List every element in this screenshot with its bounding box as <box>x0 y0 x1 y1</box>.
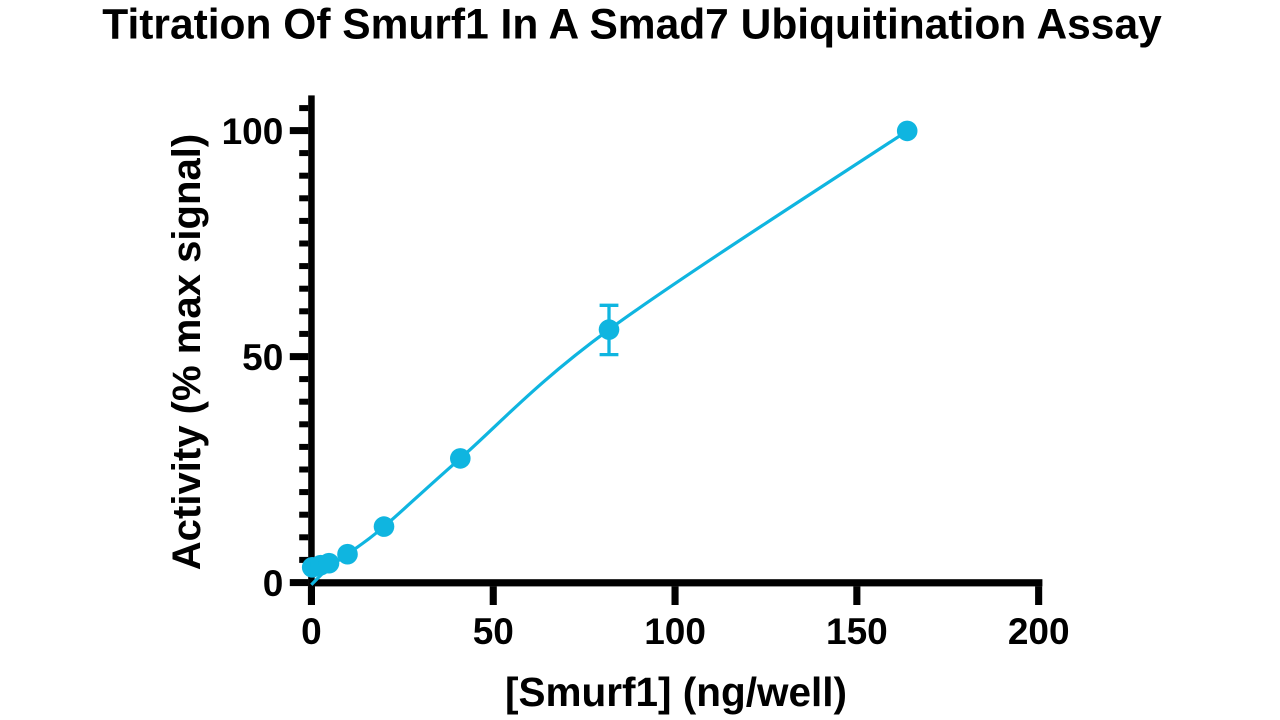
svg-text:Titration Of Smurf1 In A Smad7: Titration Of Smurf1 In A Smad7 Ubiquitin… <box>102 2 1162 49</box>
svg-text:150: 150 <box>826 611 888 652</box>
svg-text:Activity (% max signal): Activity (% max signal) <box>165 134 209 571</box>
svg-text:100: 100 <box>222 111 284 152</box>
svg-text:[Smurf1] (ng/well): [Smurf1] (ng/well) <box>505 669 847 715</box>
svg-text:100: 100 <box>644 611 706 652</box>
svg-text:0: 0 <box>301 611 322 652</box>
svg-text:50: 50 <box>473 611 514 652</box>
svg-text:50: 50 <box>242 337 283 378</box>
svg-text:200: 200 <box>1008 611 1070 652</box>
svg-text:0: 0 <box>263 563 284 604</box>
